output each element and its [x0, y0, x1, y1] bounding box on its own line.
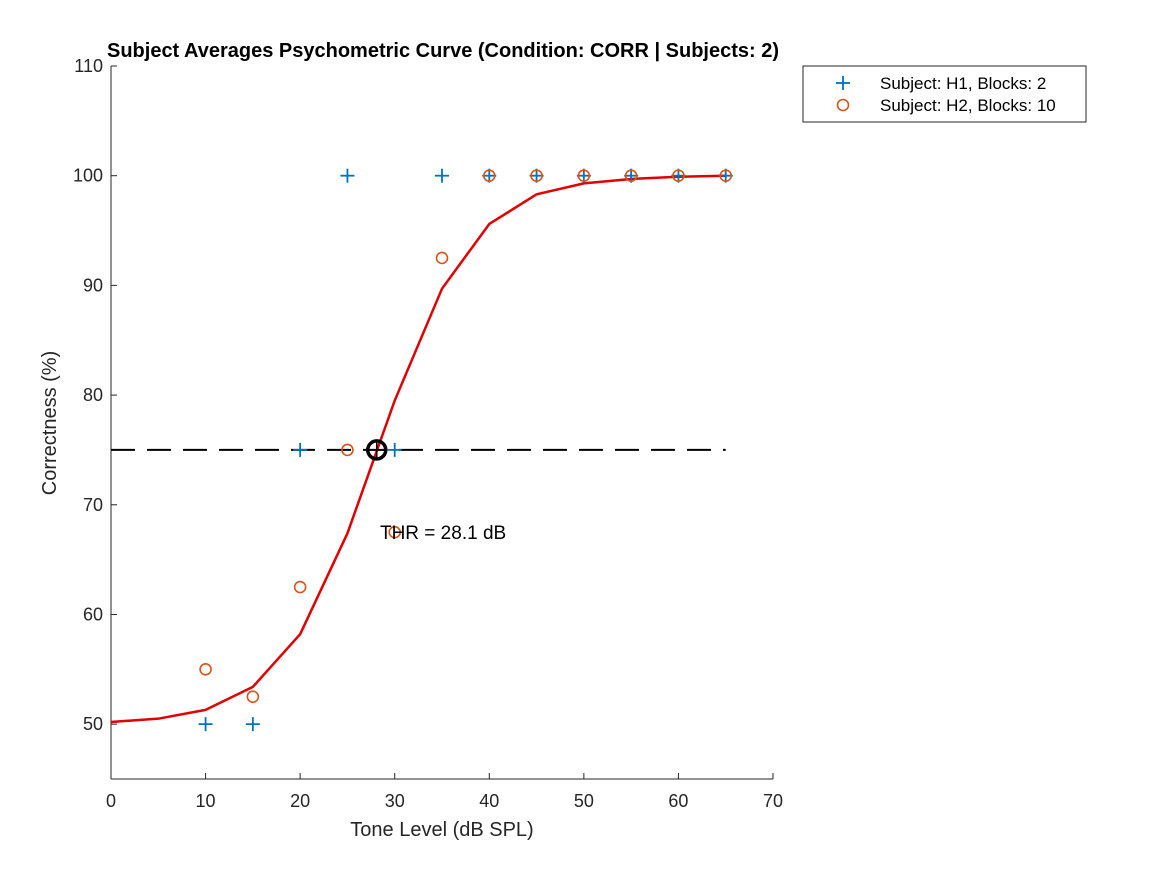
x-tick-label: 0: [106, 791, 116, 811]
y-tick-label: 110: [74, 56, 103, 76]
series-1-point: [435, 168, 449, 183]
y-tick-label: 90: [83, 275, 103, 295]
legend-label-2: Subject: H2, Blocks: 10: [880, 96, 1056, 115]
legend-label-1: Subject: H1, Blocks: 2: [880, 74, 1046, 93]
x-ticks: 0 10 20 30 40 50 60 70: [106, 773, 783, 811]
chart-title: Subject Averages Psychometric Curve (Con…: [107, 40, 779, 62]
series-1-point: [387, 442, 402, 457]
legend: Subject: H1, Blocks: 2 Subject: H2, Block…: [802, 65, 1087, 123]
y-tick-label: 50: [83, 714, 103, 734]
data-points: [198, 168, 733, 732]
series-1-point: [340, 168, 355, 183]
y-tick-label: 60: [83, 604, 103, 624]
legend-marker-2: [836, 98, 850, 112]
threshold-annotation: THR = 28.1 dB: [380, 523, 506, 544]
legend-box: [802, 65, 1087, 123]
series-2-point: [672, 169, 685, 182]
x-tick-label: 60: [668, 791, 688, 811]
y-tick-label: 80: [83, 385, 103, 405]
series-2-point: [388, 525, 402, 539]
series-1-point: [529, 168, 544, 183]
x-tick-label: 70: [763, 791, 783, 811]
series-1-point: [198, 717, 213, 732]
series-1-point: [245, 717, 260, 732]
x-tick-label: 10: [196, 791, 216, 811]
series-2-point: [435, 251, 449, 265]
y-ticks: 50 60 70 80 90 100 110: [73, 56, 117, 734]
x-tick-label: 30: [385, 791, 405, 811]
series-2-point: [293, 580, 307, 594]
series-2-point: [719, 169, 733, 182]
series-2-point: [624, 169, 638, 182]
y-tick-label: 70: [83, 495, 103, 515]
y-tick-label: 100: [73, 166, 103, 186]
series-1-point: [576, 168, 591, 183]
series-1-point: [718, 168, 733, 183]
x-tick-label: 20: [290, 791, 310, 811]
series-1-point: [624, 168, 639, 183]
series-2-point: [530, 169, 543, 182]
series-2-point: [246, 690, 260, 704]
series-2-point: [482, 169, 496, 182]
series-2-point: [341, 443, 354, 457]
series-1-point: [293, 442, 308, 457]
x-axis-label: Tone Level (dB SPL): [350, 819, 533, 841]
series-1-point: [482, 168, 497, 183]
series-2-point: [199, 663, 212, 676]
legend-entries: Subject: H1, Blocks: 2 Subject: H2, Block…: [836, 74, 1056, 115]
fit-curve: [110, 174, 726, 724]
y-axis-label: Correctness (%): [39, 351, 61, 495]
threshold-marker: [365, 439, 388, 461]
plot-axes: [110, 66, 773, 780]
x-tick-label: 50: [574, 791, 594, 811]
series-1-point: [671, 168, 686, 183]
x-tick-label: 40: [479, 791, 499, 811]
plot-area: THR = 28.1 dB: [110, 168, 733, 732]
legend-marker-1: [836, 76, 850, 90]
series-2-point: [577, 169, 591, 182]
